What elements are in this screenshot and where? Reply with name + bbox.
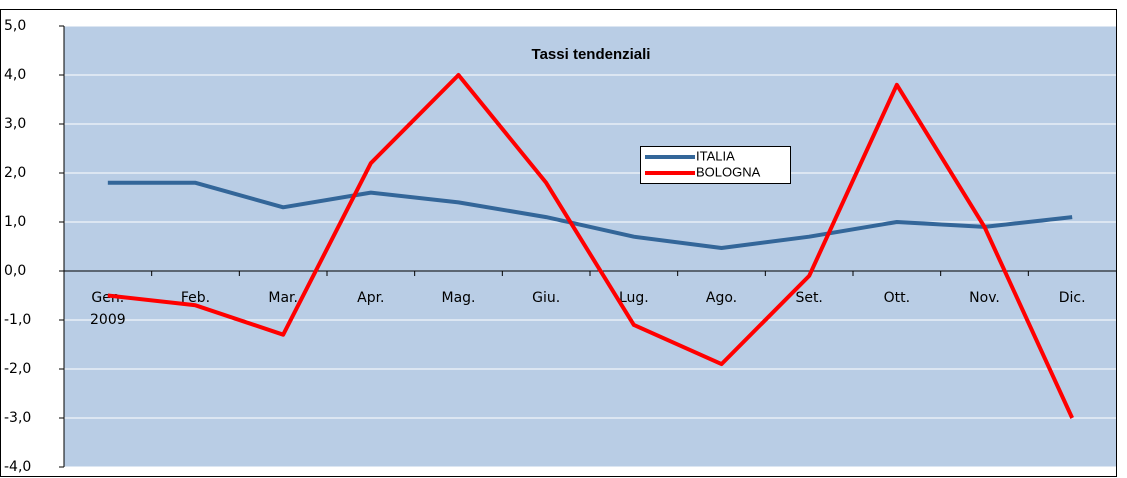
y-tick-label: 0,0: [4, 263, 26, 279]
y-tick-label: 3,0: [4, 116, 26, 132]
y-tick-label: 4,0: [4, 67, 26, 83]
legend-box: [640, 146, 791, 184]
x-tick-label: Mar.: [268, 290, 298, 306]
x-tick-label: Feb.: [181, 290, 210, 306]
y-tick-label: 1,0: [4, 214, 26, 230]
x-tick-label: Apr.: [357, 290, 384, 306]
x-tick-label: Set.: [795, 290, 822, 306]
legend-label: ITALIA: [696, 148, 735, 163]
y-tick-label: 2,0: [4, 165, 26, 181]
y-tick-label: -2,0: [4, 361, 31, 377]
x-tick-label: Giu.: [532, 290, 560, 306]
x-tick-label: Ago.: [706, 290, 737, 306]
series-line: [107, 180, 1073, 250]
legend-label: BOLOGNA: [696, 164, 761, 179]
x-tick-label: Dic.: [1059, 290, 1086, 306]
x-tick-label: Ott.: [884, 290, 910, 306]
x-tick-label: Lug.: [619, 290, 649, 306]
y-tick-label: -3,0: [4, 410, 31, 426]
chart-title: Tassi tendenziali: [532, 46, 651, 63]
y-tick-label: -4,0: [4, 459, 31, 475]
y-tick-label: -1,0: [4, 312, 31, 328]
x-tick-label: Mag.: [442, 290, 476, 306]
x-tick-label: Gen. 2009: [90, 290, 126, 328]
y-tick-label: 5,0: [4, 18, 26, 34]
series-line: [107, 73, 1074, 419]
plot-area: [64, 26, 1116, 467]
x-tick-label: Nov.: [969, 290, 1000, 306]
